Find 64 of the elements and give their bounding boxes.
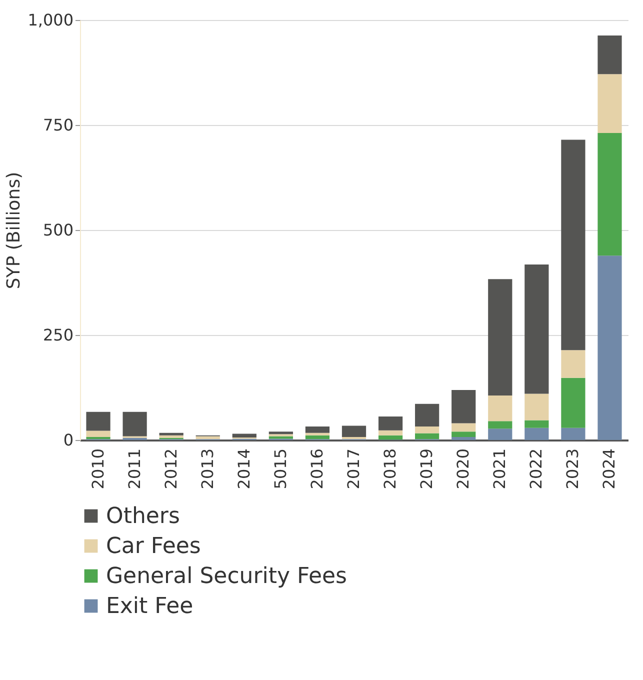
bar bbox=[378, 430, 403, 436]
y-tick-label: 500 bbox=[42, 220, 74, 240]
x-tick-label: 2023 bbox=[563, 448, 582, 490]
bar bbox=[561, 378, 586, 428]
bar bbox=[452, 390, 476, 424]
legend-label: Exit Fee bbox=[106, 594, 194, 619]
y-tick-label: 1,000 bbox=[28, 10, 74, 30]
x-tick-label: 2019 bbox=[417, 448, 436, 490]
bar bbox=[122, 412, 147, 436]
bar bbox=[305, 435, 330, 440]
bar bbox=[86, 430, 110, 438]
bar bbox=[561, 350, 586, 378]
bar bbox=[378, 435, 403, 440]
x-tick-label: 2017 bbox=[344, 448, 363, 490]
bar bbox=[159, 432, 184, 436]
x-tick-label: 2013 bbox=[198, 448, 217, 490]
legend-label: General Security Fees bbox=[106, 564, 348, 589]
x-tick-label: 2022 bbox=[526, 448, 546, 490]
bar bbox=[415, 404, 440, 427]
x-tick-label: 2024 bbox=[600, 448, 619, 490]
bar bbox=[305, 426, 330, 433]
bar bbox=[159, 435, 184, 438]
x-tick-label: 5015 bbox=[270, 448, 290, 490]
bar bbox=[598, 36, 622, 74]
bar bbox=[342, 426, 366, 438]
bar bbox=[488, 428, 512, 440]
y-tick-label: 0 bbox=[63, 430, 74, 450]
x-tick-label: 2010 bbox=[88, 448, 108, 490]
bar bbox=[305, 432, 330, 436]
bar bbox=[232, 434, 256, 438]
bar bbox=[598, 256, 622, 440]
y-tick-label: 250 bbox=[42, 326, 74, 344]
bar bbox=[524, 428, 549, 440]
bar bbox=[268, 436, 293, 439]
bar bbox=[598, 74, 622, 133]
bar bbox=[488, 421, 512, 429]
x-tick-label: 2020 bbox=[454, 448, 473, 490]
bar bbox=[561, 428, 586, 440]
bar bbox=[86, 412, 110, 431]
bar bbox=[561, 140, 586, 350]
legend-label: Others bbox=[106, 504, 180, 529]
legend-label: Car Fees bbox=[106, 534, 201, 559]
bar bbox=[415, 426, 440, 434]
x-tick-label: 2011 bbox=[124, 448, 144, 490]
bar bbox=[452, 423, 476, 432]
x-tick-label: 2021 bbox=[490, 448, 510, 490]
x-tick-label: 2016 bbox=[307, 448, 326, 490]
x-tick-label: 2014 bbox=[234, 448, 254, 490]
bar bbox=[452, 437, 476, 440]
bar bbox=[268, 432, 293, 434]
bar bbox=[488, 395, 512, 422]
y-axis-title: SYP (Billions) bbox=[4, 172, 25, 290]
bar bbox=[524, 394, 549, 420]
x-tick-label: 2012 bbox=[161, 448, 180, 490]
bar bbox=[196, 436, 220, 440]
bar bbox=[488, 279, 512, 396]
bar bbox=[524, 420, 549, 428]
bar bbox=[598, 132, 622, 256]
bar bbox=[378, 416, 403, 430]
bar bbox=[415, 433, 440, 440]
bar bbox=[524, 264, 549, 394]
x-tick-label: 2018 bbox=[380, 448, 400, 490]
y-tick-label: 750 bbox=[42, 116, 74, 134]
bar bbox=[452, 432, 476, 438]
